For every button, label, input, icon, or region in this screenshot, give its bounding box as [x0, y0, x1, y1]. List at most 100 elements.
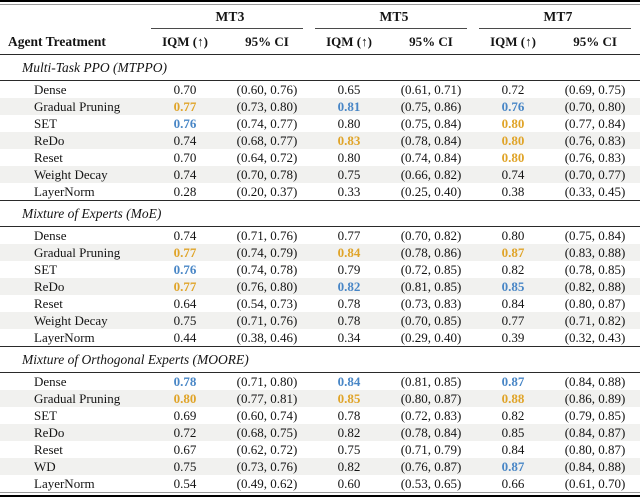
- iqm-cell: 0.64: [173, 296, 197, 311]
- iqm-cell: 0.72: [173, 425, 197, 440]
- treatment-cell: Weight Decay: [34, 167, 108, 182]
- ci-cell: (0.69, 0.75): [564, 82, 626, 97]
- treatment-cell: LayerNorm: [34, 184, 95, 199]
- section-title: Mixture of Orthogonal Experts (MOORE): [22, 352, 249, 367]
- iqm-cell: 0.75: [173, 313, 197, 328]
- ci-cell: (0.77, 0.81): [236, 391, 298, 406]
- table-row: LayerNorm 0.28 (0.20, 0.37) 0.33 (0.25, 0.40…: [0, 183, 640, 201]
- treatment-cell: Dense: [34, 228, 67, 243]
- iqm-cell: 0.78: [337, 408, 361, 423]
- iqm-cell: 0.87: [501, 245, 525, 260]
- iqm-cell: 0.78: [173, 374, 197, 389]
- ci-cell: (0.32, 0.43): [564, 330, 626, 345]
- iqm-cell: 0.82: [337, 459, 361, 474]
- table-row: Reset 0.70 (0.64, 0.72) 0.80 (0.74, 0.84) 0.8…: [0, 149, 640, 166]
- iqm-cell: 0.74: [173, 167, 197, 182]
- treatment-cell: SET: [34, 408, 58, 423]
- column-header-row: Agent Treatment IQM (↑) 95% CI IQM (↑) 9…: [0, 29, 640, 55]
- iqm-cell: 0.74: [501, 167, 525, 182]
- treatment-cell: ReDo: [34, 279, 65, 294]
- treatment-cell: Gradual Pruning: [34, 245, 121, 260]
- iqm-cell: 0.82: [501, 262, 525, 277]
- ci-cell: (0.76, 0.87): [400, 459, 462, 474]
- group-header-mt5: MT5: [312, 5, 476, 29]
- iqm-cell: 0.84: [501, 442, 525, 457]
- treatment-cell: Dense: [34, 374, 67, 389]
- ci-cell: (0.72, 0.85): [400, 262, 462, 277]
- iqm-cell: 0.44: [173, 330, 197, 345]
- iqm-cell: 0.77: [173, 279, 197, 294]
- iqm-cell: 0.28: [173, 184, 197, 199]
- table-row: ReDo 0.77 (0.76, 0.80) 0.82 (0.81, 0.85) 0.85…: [0, 278, 640, 295]
- bottom-rule-thin: [0, 492, 640, 493]
- table-row: LayerNorm 0.54 (0.49, 0.62) 0.60 (0.53, 0.65…: [0, 475, 640, 492]
- treatment-cell: Reset: [34, 442, 63, 457]
- ci-cell: (0.49, 0.62): [236, 476, 298, 491]
- iqm-cell: 0.74: [173, 228, 197, 243]
- ci-cell: (0.78, 0.86): [400, 245, 462, 260]
- ci-cell: (0.74, 0.84): [400, 150, 462, 165]
- ci-cell: (0.83, 0.88): [564, 245, 626, 260]
- group-underline: [151, 28, 304, 29]
- iqm-cell: 0.80: [337, 116, 361, 131]
- ci-cell: (0.70, 0.82): [400, 228, 462, 243]
- top-rule-thick: [0, 0, 640, 2]
- table-row: SET 0.76 (0.74, 0.78) 0.79 (0.72, 0.85) 0.82 (…: [0, 261, 640, 278]
- iqm-cell: 0.70: [173, 150, 197, 165]
- iqm-cell: 0.54: [173, 476, 197, 491]
- ci-cell: (0.38, 0.46): [236, 330, 298, 345]
- ci-cell: (0.70, 0.77): [564, 167, 626, 182]
- iqm-cell: 0.82: [337, 425, 361, 440]
- ci-cell: (0.81, 0.85): [400, 374, 462, 389]
- ci-cell: (0.72, 0.83): [400, 408, 462, 423]
- treatment-cell: Weight Decay: [34, 313, 108, 328]
- iqm-cell: 0.75: [337, 167, 361, 182]
- iqm-cell: 0.76: [501, 99, 525, 114]
- ci-cell: (0.68, 0.75): [236, 425, 298, 440]
- group-label: MT3: [215, 9, 245, 24]
- iqm-cell: 0.38: [501, 184, 525, 199]
- iqm-cell: 0.65: [337, 82, 361, 97]
- ci-cell: (0.84, 0.88): [564, 459, 626, 474]
- ci-cell: (0.73, 0.76): [236, 459, 298, 474]
- iqm-cell: 0.85: [501, 425, 525, 440]
- iqm-cell: 0.83: [337, 133, 361, 148]
- iqm-cell: 0.77: [173, 99, 197, 114]
- table-row: WD 0.75 (0.73, 0.76) 0.82 (0.76, 0.87) 0.87 (0…: [0, 458, 640, 475]
- iqm-cell: 0.70: [173, 82, 197, 97]
- treatment-cell: Dense: [34, 82, 67, 97]
- ci-cell: (0.64, 0.72): [236, 150, 298, 165]
- ci-cell: (0.70, 0.80): [564, 99, 626, 114]
- ci-cell: (0.84, 0.88): [564, 374, 626, 389]
- iqm-cell: 0.80: [173, 391, 197, 406]
- table-row: Weight Decay 0.74 (0.70, 0.78) 0.75 (0.66, 0…: [0, 166, 640, 183]
- iqm-cell: 0.79: [337, 262, 361, 277]
- table-row: SET 0.76 (0.74, 0.77) 0.80 (0.75, 0.84) 0.80 (…: [0, 115, 640, 132]
- ci-cell: (0.78, 0.85): [564, 262, 626, 277]
- table-row: Dense 0.70 (0.60, 0.76) 0.65 (0.61, 0.71) 0.7…: [0, 81, 640, 99]
- iqm-cell: 0.69: [173, 408, 197, 423]
- group-header-row: MT3 MT5 MT7: [0, 5, 640, 29]
- iqm-cell: 0.60: [337, 476, 361, 491]
- iqm-cell: 0.77: [337, 228, 361, 243]
- iqm-cell: 0.80: [501, 150, 525, 165]
- iqm-cell: 0.84: [501, 296, 525, 311]
- table-row: Gradual Pruning 0.77 (0.73, 0.80) 0.81 (0.75…: [0, 98, 640, 115]
- table-row: LayerNorm 0.44 (0.38, 0.46) 0.34 (0.29, 0.40…: [0, 329, 640, 347]
- treatment-cell: Reset: [34, 150, 63, 165]
- table-header: MT3 MT5 MT7 Agent Treatment IQM (↑) 95% …: [0, 5, 640, 55]
- iqm-cell: 0.81: [337, 99, 361, 114]
- group-header-spacer: [0, 5, 148, 29]
- table-row: Gradual Pruning 0.80 (0.77, 0.81) 0.85 (0.80…: [0, 390, 640, 407]
- iqm-cell: 0.80: [501, 116, 525, 131]
- group-underline: [315, 28, 468, 29]
- treatment-cell: LayerNorm: [34, 330, 95, 345]
- section-title-row: Mixture of Experts (MoE): [0, 200, 640, 227]
- iqm-column-header: IQM (↑): [326, 34, 372, 49]
- treatment-cell: Gradual Pruning: [34, 391, 121, 406]
- iqm-cell: 0.80: [337, 150, 361, 165]
- ci-cell: (0.78, 0.84): [400, 425, 462, 440]
- ci-column-header: 95% CI: [409, 34, 453, 49]
- ci-cell: (0.25, 0.40): [400, 184, 462, 199]
- iqm-cell: 0.34: [337, 330, 361, 345]
